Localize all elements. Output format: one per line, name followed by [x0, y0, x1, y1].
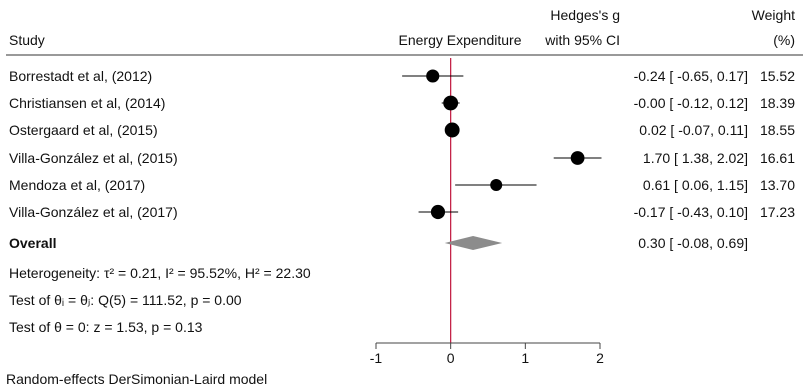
study-label: Mendoza et al, (2017): [9, 177, 145, 193]
x-tick-label: 0: [447, 350, 455, 366]
study-weight-text: 15.52: [760, 68, 795, 84]
study-label: Christiansen et al, (2014): [9, 95, 165, 111]
study-effect-marker: [490, 178, 503, 192]
study-ci-text: 1.70 [ 1.38, 2.02]: [643, 150, 748, 166]
study-ci-text: -0.24 [ -0.65, 0.17]: [634, 68, 748, 84]
x-tick-label: -1: [370, 350, 383, 366]
study-effect-marker: [443, 95, 459, 111]
test-q-text: Test of θᵢ = θⱼ: Q(5) = 111.52, p = 0.00: [9, 292, 242, 308]
x-tick-label: 2: [596, 350, 604, 366]
study-label: Ostergaard et al, (2015): [9, 122, 158, 138]
test-z-text: Test of θ = 0: z = 1.53, p = 0.13: [9, 319, 203, 335]
study-effect-marker: [426, 69, 440, 83]
study-ci-text: -0.00 [ -0.12, 0.12]: [634, 95, 748, 111]
study-weight-text: 18.55: [760, 122, 795, 138]
study-effect-marker: [444, 122, 460, 138]
study-label: Villa-González et al, (2015): [9, 150, 178, 166]
study-weight-text: 13.70: [760, 177, 795, 193]
heterogeneity-text: Heterogeneity: τ² = 0.21, I² = 95.52%, H…: [9, 265, 311, 281]
x-axis: -1 0 1 2: [370, 342, 604, 366]
header-ci-line1: Hedges's g: [550, 7, 620, 23]
study-ci-text: -0.17 [ -0.43, 0.10]: [634, 204, 748, 220]
overall-diamond: [444, 236, 503, 250]
study-weight-text: 17.23: [760, 204, 795, 220]
study-label: Villa-González et al, (2017): [9, 204, 178, 220]
study-rows: Borrestadt et al, (2012) -0.24 [ -0.65, 0…: [9, 68, 795, 251]
header-weight-line2: (%): [773, 32, 795, 48]
x-tick-label: 1: [521, 350, 529, 366]
study-effect-marker: [570, 151, 585, 165]
header-study: Study: [9, 32, 45, 48]
study-label: Borrestadt et al, (2012): [9, 68, 152, 84]
plot-marks: [402, 58, 602, 343]
header-effect: Energy Expenditure: [399, 32, 522, 48]
study-weight-text: 16.61: [760, 150, 795, 166]
header-weight-line1: Weight: [752, 7, 795, 23]
footer-note: Random-effects DerSimonian-Laird model: [6, 371, 267, 387]
study-ci-text: 0.61 [ 0.06, 1.15]: [643, 177, 748, 193]
study-weight-text: 18.39: [760, 95, 795, 111]
overall-label: Overall: [9, 235, 56, 251]
study-ci-text: 0.02 [ -0.07, 0.11]: [639, 122, 748, 138]
header-ci-line2: with 95% CI: [544, 32, 620, 48]
overall-ci-text: 0.30 [ -0.08, 0.69]: [638, 235, 748, 251]
study-effect-marker: [430, 204, 446, 220]
